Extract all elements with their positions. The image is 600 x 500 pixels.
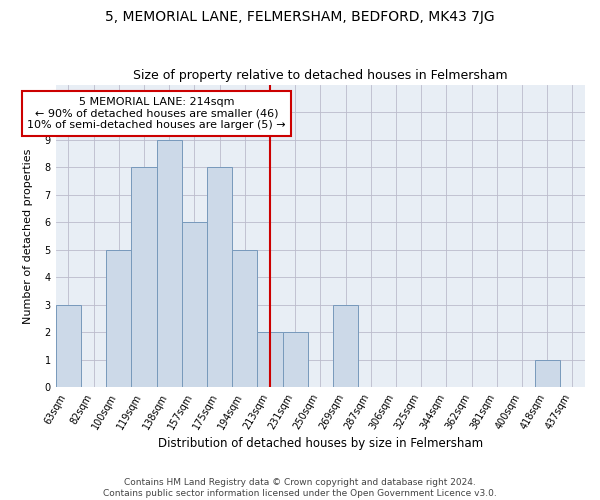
Bar: [106, 250, 131, 388]
Bar: [207, 167, 232, 388]
Y-axis label: Number of detached properties: Number of detached properties: [23, 148, 33, 324]
Bar: [232, 250, 257, 388]
X-axis label: Distribution of detached houses by size in Felmersham: Distribution of detached houses by size …: [158, 437, 483, 450]
Bar: [333, 305, 358, 388]
Text: 5, MEMORIAL LANE, FELMERSHAM, BEDFORD, MK43 7JG: 5, MEMORIAL LANE, FELMERSHAM, BEDFORD, M…: [105, 10, 495, 24]
Text: Contains HM Land Registry data © Crown copyright and database right 2024.
Contai: Contains HM Land Registry data © Crown c…: [103, 478, 497, 498]
Bar: [535, 360, 560, 388]
Bar: [182, 222, 207, 388]
Bar: [257, 332, 283, 388]
Bar: [283, 332, 308, 388]
Bar: [56, 305, 81, 388]
Title: Size of property relative to detached houses in Felmersham: Size of property relative to detached ho…: [133, 69, 508, 82]
Text: 5 MEMORIAL LANE: 214sqm
← 90% of detached houses are smaller (46)
10% of semi-de: 5 MEMORIAL LANE: 214sqm ← 90% of detache…: [27, 97, 286, 130]
Bar: [157, 140, 182, 388]
Bar: [131, 167, 157, 388]
